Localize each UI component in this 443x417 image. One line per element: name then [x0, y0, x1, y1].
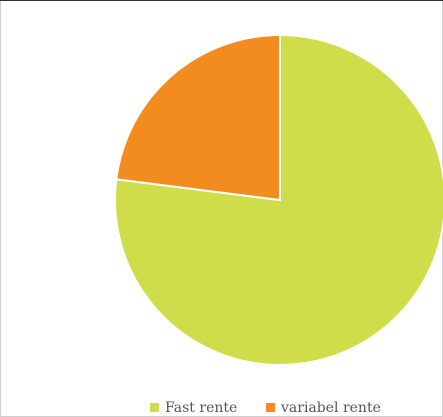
pie-slice — [115, 33, 281, 202]
legend-label: variabel rente — [280, 400, 381, 416]
legend-swatch — [150, 403, 159, 412]
legend-swatch — [266, 403, 275, 412]
legend-label: Fast rente — [165, 400, 237, 416]
